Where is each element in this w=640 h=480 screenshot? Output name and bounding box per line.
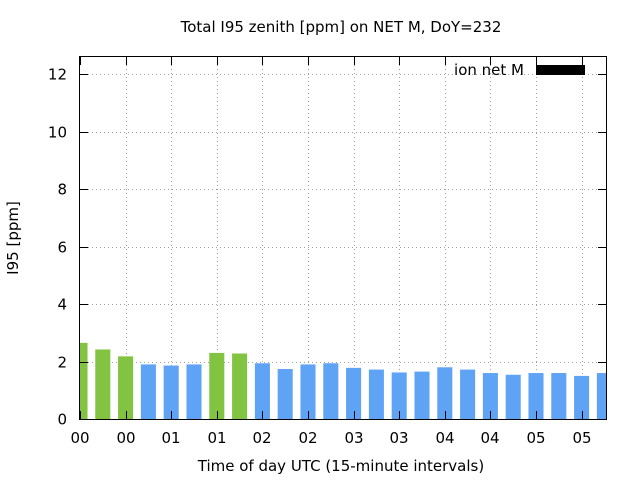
bar: [140, 364, 156, 419]
bar: [95, 349, 111, 419]
y-tick-labels: 0 2 4 6 8 10 12: [48, 66, 67, 429]
x-tick-label: 01: [161, 429, 180, 447]
y-tick-label: 12: [48, 66, 67, 84]
bar: [186, 364, 202, 419]
bar: [528, 373, 544, 419]
bar: [232, 353, 248, 419]
bar: [505, 374, 521, 419]
bar: [323, 363, 339, 419]
bar: [391, 372, 407, 419]
y-axis-label: I95 [ppm]: [4, 201, 22, 275]
x-tick-label: 02: [298, 429, 317, 447]
bar: [414, 371, 430, 419]
y-tick-label: 8: [57, 181, 67, 199]
x-axis-label: Time of day UTC (15-minute intervals): [197, 457, 484, 475]
bar: [118, 356, 134, 419]
x-tick-labels: 00 00 01 01 02 02 03 03 04 04 05 05: [70, 429, 591, 447]
bar: [574, 375, 590, 419]
bar: [437, 367, 453, 419]
chart-title: Total I95 zenith [ppm] on NET M, DoY=232: [180, 18, 502, 36]
x-tick-label: 05: [572, 429, 591, 447]
bar: [551, 373, 567, 419]
x-tick-label: 05: [526, 429, 545, 447]
grid-lines: [80, 57, 606, 419]
x-tick-label: 03: [344, 429, 363, 447]
x-tick-label: 04: [435, 429, 454, 447]
x-tick-label: 03: [389, 429, 408, 447]
bar: [346, 367, 362, 419]
bars: [80, 342, 606, 419]
bar: [209, 352, 225, 419]
legend-label: ion net M: [454, 61, 524, 79]
plot-frame: [79, 56, 607, 420]
x-tick-label: 04: [480, 429, 499, 447]
legend: ion net M: [454, 61, 585, 79]
bar: [254, 363, 270, 419]
x-tick-label: 00: [116, 429, 135, 447]
bar: [300, 364, 316, 419]
x-tick-label: 01: [207, 429, 226, 447]
x-tick-label: 00: [70, 429, 89, 447]
legend-swatch: [536, 65, 585, 75]
bar: [163, 365, 179, 419]
y-tick-label: 6: [57, 239, 67, 257]
y-tick-label: 0: [57, 411, 67, 429]
x-tick-label: 02: [252, 429, 271, 447]
bar: [460, 369, 476, 419]
y-tick-label: 4: [57, 296, 67, 314]
bar: [277, 369, 293, 419]
y-tick-label: 10: [48, 124, 67, 142]
axis-ticks: [80, 57, 606, 420]
bar: [596, 373, 606, 419]
bar: [368, 369, 384, 419]
y-tick-label: 2: [57, 354, 67, 372]
bar: [80, 342, 88, 419]
bar: [482, 373, 498, 419]
